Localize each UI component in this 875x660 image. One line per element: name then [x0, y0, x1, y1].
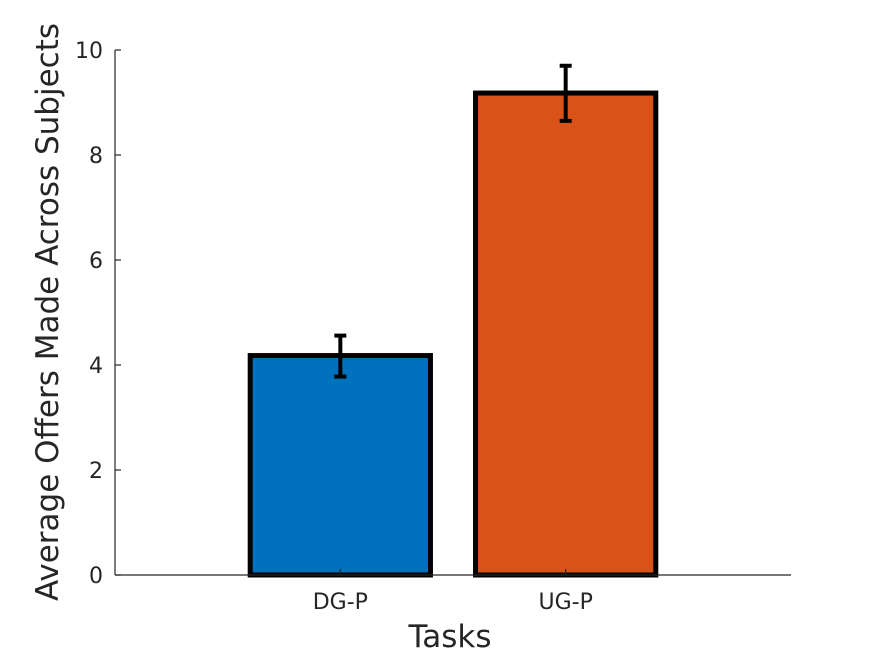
y-tick-label: 4 [89, 354, 103, 379]
x-ticks-layer: DG-P UG-P [313, 569, 593, 615]
y-tick-label: 8 [89, 144, 103, 169]
error-bars-layer [334, 63, 572, 379]
bar-ug-p [473, 90, 659, 578]
x-tick-label: DG-P [313, 590, 368, 615]
y-tick-label: 2 [89, 459, 103, 484]
y-axis-title: Average Offers Made Across Subjects [30, 23, 66, 601]
bar-dg-p [247, 353, 433, 578]
axes-layer [114, 50, 791, 576]
y-tick-label: 6 [89, 249, 103, 274]
y-ticks-layer: 0 2 4 6 8 10 [75, 39, 121, 589]
bars-layer [247, 90, 659, 578]
y-tick-label: 10 [75, 39, 103, 64]
y-tick-label: 0 [89, 564, 103, 589]
x-axis-title: Tasks [407, 619, 491, 655]
x-tick-label: UG-P [538, 590, 592, 615]
